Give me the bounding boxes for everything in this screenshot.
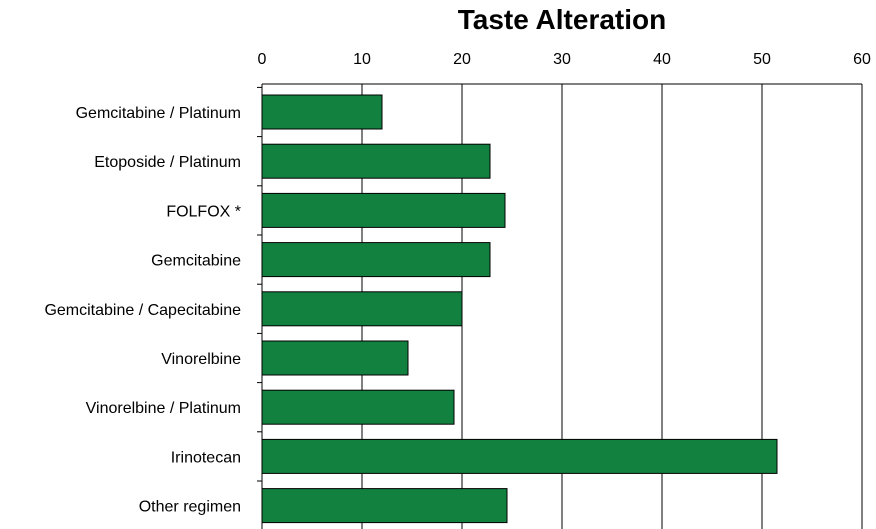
category-label: Vinorelbine — [161, 351, 241, 368]
x-tick-label: 10 — [353, 51, 371, 68]
category-label: Gemcitabine / Platinum — [76, 105, 241, 122]
category-label: Irinotecan — [171, 449, 241, 466]
category-label: Other regimen — [139, 499, 241, 516]
category-label: Vinorelbine / Platinum — [86, 400, 241, 417]
bar — [261, 340, 409, 376]
bar — [261, 488, 508, 524]
x-tick-label: 30 — [553, 51, 571, 68]
category-label: Gemcitabine / Capecitabine — [44, 302, 241, 319]
bar — [261, 291, 463, 327]
x-tick-label: 40 — [653, 51, 671, 68]
bar — [261, 192, 506, 228]
x-tick-label: 60 — [853, 51, 871, 68]
bar — [261, 242, 491, 278]
category-label: Gemcitabine — [151, 253, 241, 270]
x-tick-label: 0 — [258, 51, 267, 68]
bar — [261, 438, 778, 474]
chart-title: Taste Alteration — [457, 4, 667, 35]
x-tick-label: 50 — [753, 51, 771, 68]
bar — [261, 389, 455, 425]
x-tick-label: 20 — [453, 51, 471, 68]
bars — [261, 94, 778, 524]
bar — [261, 94, 383, 130]
x-tick-labels: 0 10 20 30 40 50 60 — [258, 51, 871, 68]
category-labels: Gemcitabine / Platinum Etoposide / Platin… — [44, 105, 241, 516]
bar — [261, 143, 491, 179]
axes — [257, 83, 862, 529]
category-label: Etoposide / Platinum — [94, 154, 241, 171]
category-label: FOLFOX * — [166, 203, 241, 220]
